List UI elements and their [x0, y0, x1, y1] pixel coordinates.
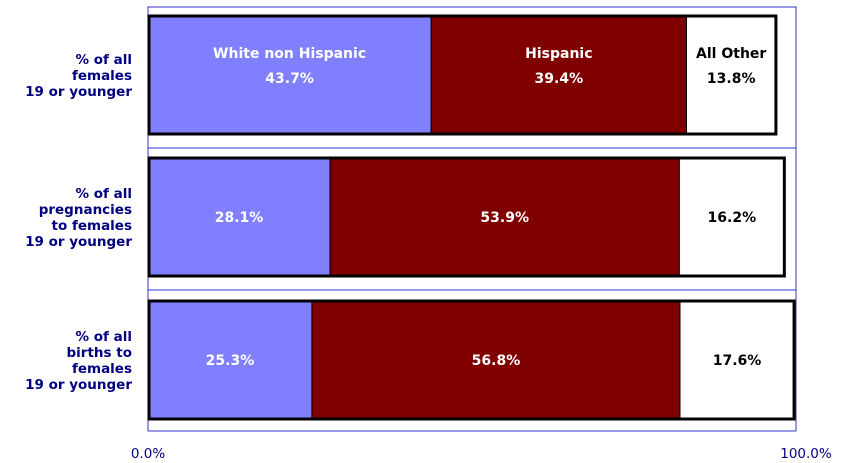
category-label-line: 19 or younger: [25, 377, 132, 393]
category-label-line: % of all: [76, 52, 132, 68]
data-label: 16.2%: [708, 210, 757, 226]
bar-outline-row3: [147, 299, 796, 421]
category-label-line: females: [72, 361, 132, 377]
category-label-line: 19 or younger: [25, 234, 132, 250]
category-label: % of all births to females 19 or younger: [25, 329, 132, 393]
bars: White non Hispanic 43.7% Hispanic 39.4% All …: [147, 14, 796, 421]
category-label-line: 19 or younger: [25, 84, 132, 100]
data-label: 39.4%: [535, 71, 584, 87]
category-label-line: to females: [52, 218, 132, 234]
bar-outline-row1: [147, 14, 778, 136]
bar-segment-row1-white-non-hispanic: [147, 15, 432, 135]
category-label-line: females: [72, 68, 132, 84]
bar-segment-row3-white-non-hispanic: [147, 300, 313, 420]
category-label-line: pregnancies: [39, 202, 132, 218]
bar-outline-row2: [147, 156, 786, 278]
series-name-label: Hispanic: [525, 46, 592, 62]
category-labels: % of all females 19 or younger% of all preg…: [25, 52, 132, 393]
data-label: 53.9%: [480, 210, 529, 226]
category-label-line: births to: [67, 345, 132, 361]
x-tick-labels: 0.0% 100.0%: [131, 446, 832, 462]
data-label: 56.8%: [472, 353, 521, 369]
series-name-label: White non Hispanic: [213, 46, 366, 62]
category-label-line: % of all: [76, 329, 132, 345]
data-label: 28.1%: [215, 210, 264, 226]
bar-segment-row1-all-other: [685, 15, 777, 135]
series-name-label: All Other: [696, 46, 766, 62]
data-label: 43.7%: [265, 71, 314, 87]
category-label-line: % of all: [76, 186, 132, 202]
category-label: % of all pregnancies to females 19 or young…: [25, 186, 132, 250]
x-tick-label: 100.0%: [780, 446, 832, 462]
bar-segment-row3-hispanic: [311, 300, 681, 420]
data-label: 25.3%: [206, 353, 255, 369]
data-label: 17.6%: [713, 353, 762, 369]
category-label: % of all females 19 or younger: [25, 52, 132, 100]
data-label: 13.8%: [707, 71, 756, 87]
x-tick-label: 0.0%: [131, 446, 165, 462]
